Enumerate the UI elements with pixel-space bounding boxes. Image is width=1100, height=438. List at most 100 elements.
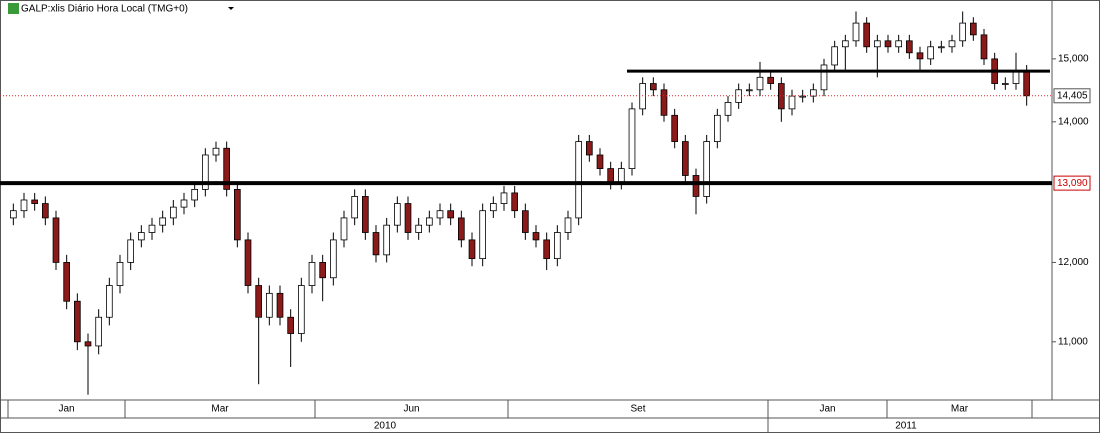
- x-tick-label: Mar: [211, 404, 229, 415]
- candle-body: [714, 114, 721, 142]
- candle-body: [95, 316, 102, 347]
- candle-body: [297, 285, 305, 334]
- x-tick-label: Jun: [403, 404, 419, 415]
- candle-body: [20, 199, 28, 212]
- candle-body: [1023, 70, 1031, 97]
- candle-body: [916, 52, 924, 60]
- candle-body: [884, 40, 892, 48]
- x-tick-label: Jan: [58, 404, 74, 415]
- candle-body: [106, 285, 113, 318]
- candle-body: [404, 203, 412, 233]
- candle-body: [842, 40, 849, 48]
- dropdown-arrow[interactable]: [228, 7, 234, 10]
- candle-body: [596, 154, 604, 169]
- candle-body: [607, 168, 615, 183]
- candle-body: [415, 224, 423, 233]
- candle-body: [522, 210, 529, 233]
- candle-body: [255, 285, 263, 318]
- candle-body: [393, 203, 401, 226]
- candle-body: [84, 341, 92, 347]
- year-label: 2010: [374, 421, 397, 432]
- candle-body: [425, 217, 433, 226]
- candle-body: [148, 224, 156, 233]
- year-label: 2011: [895, 421, 917, 432]
- candle-body: [169, 206, 177, 219]
- x-tick-label: Set: [630, 404, 645, 415]
- candle-body: [927, 46, 935, 60]
- candle-body: [74, 300, 81, 343]
- candle-body: [554, 232, 561, 260]
- candle-body: [831, 46, 839, 66]
- candle-body: [970, 22, 977, 36]
- candle-body: [543, 239, 551, 260]
- y-tick-label: 12,000: [1058, 257, 1089, 268]
- candle-body: [340, 217, 348, 241]
- chart-title[interactable]: GALP:xlis Diário Hora Local (TMG+0): [21, 4, 188, 15]
- candle-body: [671, 114, 679, 142]
- candle-body: [116, 262, 124, 286]
- candle-body: [159, 217, 167, 226]
- last-price-label: 14,405: [1057, 90, 1088, 101]
- candle-body: [436, 210, 444, 219]
- candle-body: [799, 95, 807, 98]
- candle-body: [276, 292, 284, 318]
- candle-body: [778, 83, 785, 110]
- candle-body: [265, 292, 273, 318]
- candle-body: [372, 232, 380, 256]
- candle-body: [31, 199, 39, 204]
- candle-body: [724, 102, 732, 116]
- candle-body: [682, 141, 689, 176]
- candle-body: [127, 239, 134, 263]
- candle-body: [788, 95, 796, 110]
- candle-body: [137, 232, 145, 241]
- candle-body: [308, 262, 316, 286]
- candle-body: [863, 22, 871, 48]
- candle-body: [895, 40, 903, 48]
- symbol-icon: [8, 3, 19, 14]
- support-label: 13,090: [1057, 178, 1088, 189]
- candle-body: [820, 64, 828, 91]
- x-tick-label: Jan: [819, 404, 835, 415]
- candle-body: [564, 217, 572, 233]
- candle-body: [447, 210, 455, 219]
- candle-body: [52, 217, 60, 263]
- candle-body: [489, 203, 497, 212]
- candle-body: [500, 192, 508, 204]
- candle-body: [948, 40, 956, 48]
- y-tick-label: 11,000: [1058, 336, 1088, 347]
- candle-body: [201, 154, 209, 190]
- candle-body: [703, 141, 711, 197]
- candle-body: [9, 210, 17, 219]
- candle-body: [756, 76, 764, 91]
- candle-body: [959, 22, 967, 42]
- candle-body: [980, 34, 988, 60]
- candle-body: [351, 196, 359, 219]
- candle-body: [42, 203, 49, 219]
- candle-body: [1002, 83, 1009, 85]
- candle-body: [852, 22, 860, 42]
- candle-body: [287, 316, 295, 334]
- candle-body: [1012, 70, 1020, 84]
- candle-body: [383, 224, 391, 256]
- candle-body: [319, 262, 327, 279]
- candle-body: [746, 89, 753, 92]
- candle-body: [244, 239, 252, 286]
- candle-body: [329, 239, 337, 279]
- candle-body: [874, 40, 881, 48]
- candle-body: [767, 76, 775, 84]
- candle-body: [180, 199, 188, 208]
- price-box: [1053, 175, 1091, 191]
- candle-body: [361, 196, 369, 233]
- x-tick-label: Mar: [951, 404, 969, 415]
- candle-body: [457, 217, 465, 241]
- candle-body: [575, 141, 583, 219]
- candle-body: [468, 239, 476, 260]
- candle-body: [511, 192, 519, 212]
- candle-body: [532, 232, 540, 241]
- y-tick-label: 15,000: [1058, 54, 1089, 65]
- candle-body: [810, 89, 817, 97]
- candle-body: [63, 262, 71, 302]
- candle-body: [906, 40, 913, 54]
- price-box: [1053, 88, 1091, 104]
